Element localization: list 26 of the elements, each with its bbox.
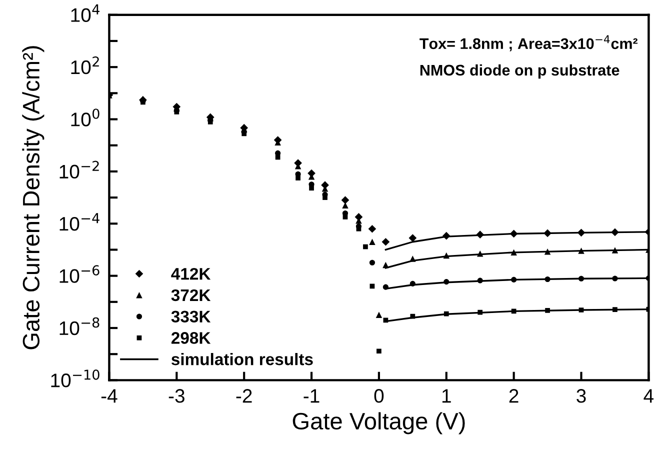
legend-label: 372K: [171, 289, 211, 302]
legend-label: simulation results: [171, 352, 313, 366]
y-tick-label: 10$^{2}$: [71, 56, 99, 74]
y-tick-label: 10$^{−2}$: [60, 160, 99, 179]
legend-label: 412K: [171, 268, 211, 280]
y-tick-label: 10$^{4}$: [71, 4, 100, 22]
annotation: Tox= 1.8nm ; Area=3x10$^{−4}$cm²: [420, 35, 638, 52]
x-tick-label: 0: [374, 389, 384, 403]
x-axis-title: Gate Voltage (V): [292, 412, 465, 434]
y-tick-label: 10$^{−6}$: [60, 265, 100, 283]
legend-label: 333K: [171, 310, 211, 323]
y-tick-label: 10$^{0}$: [71, 108, 100, 126]
x-tick-label: -1: [304, 389, 320, 403]
x-tick-label: 1: [442, 389, 451, 403]
x-tick-label: 3: [576, 389, 586, 403]
x-tick-label: 2: [509, 389, 518, 403]
y-tick-label: 10$^{−10}$: [51, 370, 100, 388]
y-tick-label: 10$^{−8}$: [60, 317, 100, 336]
x-tick-label: -3: [168, 389, 184, 403]
y-tick-label: 10$^{−4}$: [60, 213, 100, 231]
y-axis-title: Gate Current Density (A/cm²): [22, 46, 44, 350]
x-tick-label: -4: [101, 389, 118, 403]
x-tick-label: 4: [644, 389, 654, 403]
x-tick-label: -2: [236, 389, 252, 403]
annotation: NMOS diode on p substrate: [420, 64, 620, 79]
legend-label: 298K: [171, 332, 211, 344]
